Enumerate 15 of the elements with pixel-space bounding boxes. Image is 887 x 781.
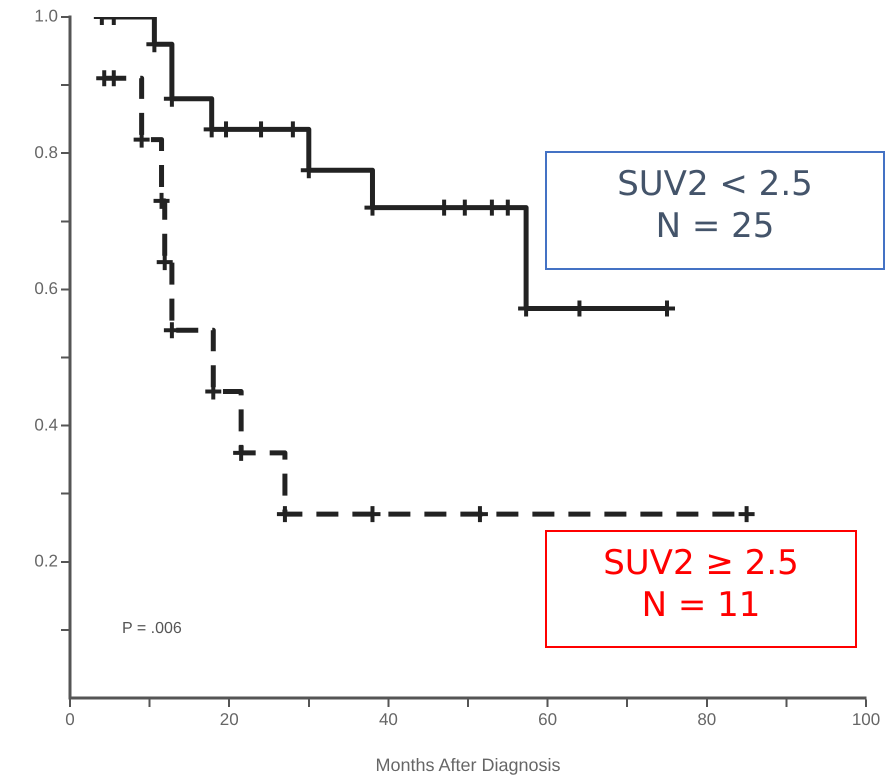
x-axis-title: Months After Diagnosis — [375, 755, 561, 776]
x-tick-label: 0 — [65, 710, 75, 729]
x-tick-label: 100 — [852, 710, 880, 729]
y-tick-label: 0.8 — [34, 142, 58, 162]
x-tick-label: 80 — [697, 710, 716, 729]
x-tick-label: 20 — [220, 710, 239, 729]
y-tick-label: 0.2 — [34, 551, 58, 570]
annotation: P = .006 — [122, 620, 182, 638]
y-tick-label: 0.4 — [34, 415, 58, 434]
series-label: SUV2 ≥ 2.5 N = 11 — [545, 530, 857, 648]
series-label: SUV2 < 2.5 N = 25 — [545, 151, 885, 270]
y-tick-label: 1.0 — [34, 6, 58, 26]
y-tick-label: 0.6 — [34, 279, 58, 298]
x-tick-label: 60 — [538, 710, 558, 729]
x-tick-label: 40 — [378, 710, 398, 729]
